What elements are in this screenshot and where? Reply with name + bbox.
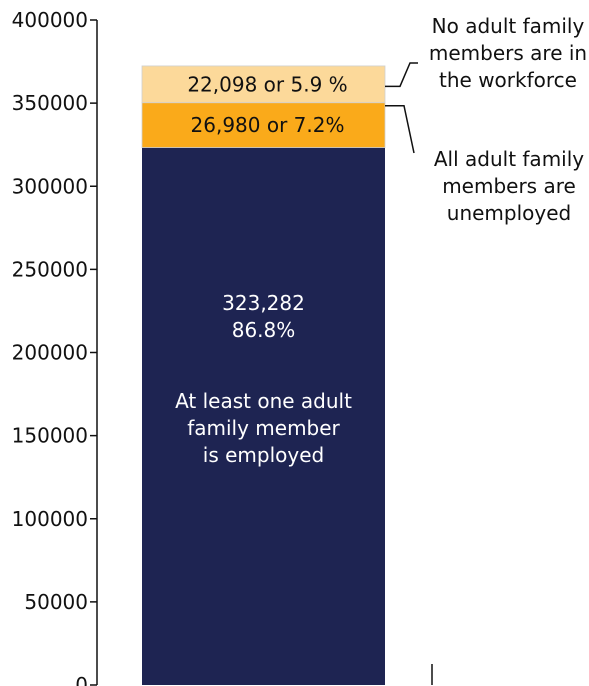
segment-label-unemployed: 26,980 or 7.2% bbox=[191, 113, 345, 137]
y-tick-label: 350000 bbox=[12, 91, 88, 115]
callout-line-text: No adult family bbox=[432, 14, 585, 38]
segment-label-employed: 323,282 86.8% At least one adult family me… bbox=[175, 291, 352, 467]
callout-line-text: All adult family bbox=[434, 147, 584, 171]
y-tick-label: 100000 bbox=[12, 507, 88, 531]
bar-segment bbox=[141, 65, 386, 104]
y-tick-label: 0 bbox=[75, 673, 88, 686]
y-tick-label: 50000 bbox=[24, 590, 88, 614]
y-tick-label: 150000 bbox=[12, 424, 88, 448]
segment-label-line: is employed bbox=[203, 443, 324, 467]
segment-label-line: 86.8% bbox=[232, 318, 296, 342]
callout-line-text: members are in bbox=[429, 41, 587, 65]
y-tick-label: 250000 bbox=[12, 257, 88, 281]
callout-line-unemployed bbox=[385, 104, 415, 154]
segment-label-not-in-workforce: 22,098 or 5.9 % bbox=[187, 72, 347, 96]
callout-line-text: the workforce bbox=[439, 68, 577, 92]
callout-text-unemployed: All adult family members are unemployed bbox=[434, 147, 584, 225]
segment-label-line bbox=[260, 362, 266, 386]
segment-label-line: At least one adult bbox=[175, 389, 352, 413]
y-tick-label: 200000 bbox=[12, 341, 88, 365]
y-tick-label: 300000 bbox=[12, 174, 88, 198]
callout-line-text: unemployed bbox=[447, 201, 571, 225]
segment-label-line: family member bbox=[187, 416, 340, 440]
bar-segment bbox=[141, 102, 386, 148]
bar-segment bbox=[142, 147, 385, 685]
callout-text-not-in-workforce: No adult family members are in the workfor… bbox=[429, 14, 587, 92]
segment-label-line: 323,282 bbox=[222, 291, 305, 315]
y-tick-label: 400000 bbox=[12, 8, 88, 32]
callout-line-not-in-workforce bbox=[385, 62, 418, 88]
callout-line-text: members are bbox=[442, 174, 576, 198]
